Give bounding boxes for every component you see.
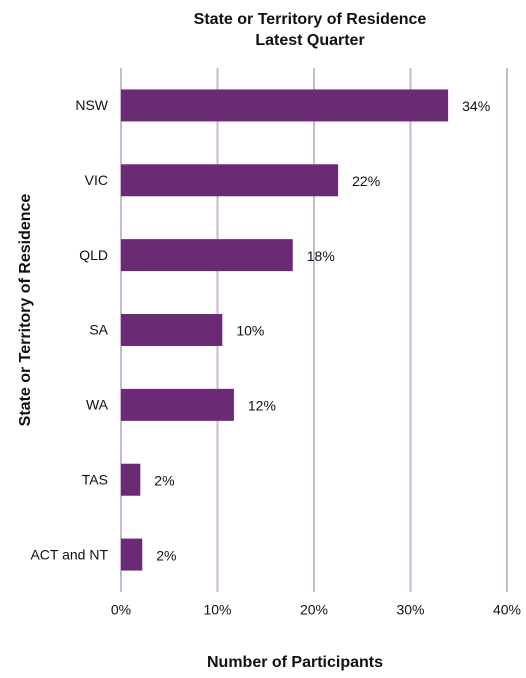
- y-tick-label: VIC: [85, 172, 108, 188]
- value-label: 34%: [462, 98, 490, 114]
- value-label: 12%: [248, 398, 276, 414]
- x-tick-label: 20%: [300, 602, 328, 618]
- x-axis-label: Number of Participants: [207, 654, 383, 671]
- value-label: 10%: [236, 323, 264, 339]
- value-label: 2%: [156, 547, 176, 563]
- y-tick-label: WA: [86, 397, 109, 413]
- chart-subtitle: Latest Quarter: [255, 32, 364, 49]
- y-axis-label: State or Territory of Residence: [17, 194, 34, 427]
- y-tick-label: SA: [89, 322, 108, 338]
- bar: [121, 239, 293, 272]
- x-tick-label: 0%: [111, 602, 131, 618]
- bar: [121, 538, 143, 571]
- bar: [121, 388, 234, 421]
- value-label: 22%: [352, 173, 380, 189]
- y-tick-label: NSW: [75, 97, 108, 113]
- bar: [121, 164, 339, 197]
- chart-title: State or Territory of Residence: [194, 11, 427, 28]
- value-label: 2%: [154, 472, 174, 488]
- bar: [121, 89, 449, 122]
- value-label: 18%: [307, 248, 335, 264]
- x-tick-label: 10%: [203, 602, 231, 618]
- x-tick-label: 40%: [493, 602, 521, 618]
- bar: [121, 314, 223, 346]
- bar: [121, 463, 141, 496]
- y-tick-label: QLD: [79, 247, 108, 263]
- y-tick-label: ACT and NT: [30, 546, 108, 562]
- y-tick-label: TAS: [82, 471, 108, 487]
- x-tick-label: 30%: [396, 602, 424, 618]
